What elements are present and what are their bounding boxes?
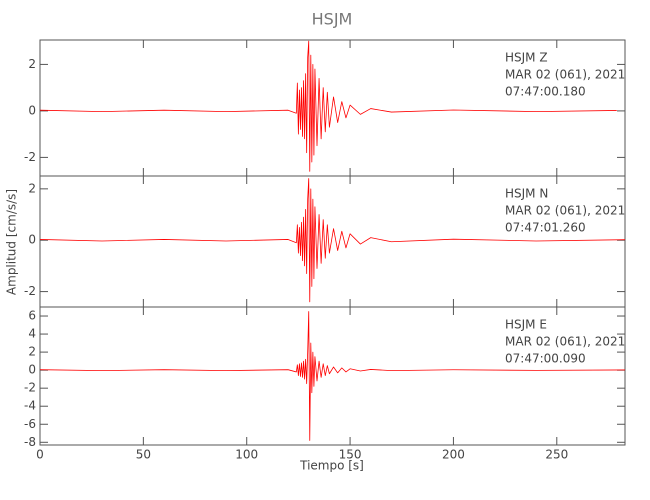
annotation: 07:47:00.180 [505, 85, 586, 99]
y-tick-label: 2 [28, 57, 36, 71]
y-tick-label: -4 [24, 399, 36, 413]
y-tick-label: -2 [24, 150, 36, 164]
annotation: 07:47:01.260 [505, 221, 586, 235]
x-tick-label: 200 [442, 448, 465, 462]
trace [39, 311, 626, 441]
x-tick-label: 50 [136, 448, 151, 462]
chart-title: HSJM [312, 10, 353, 29]
annotation: MAR 02 (061), 2021 [505, 335, 625, 349]
x-tick-label: 0 [36, 448, 44, 462]
y-tick-label: 0 [28, 363, 36, 377]
y-tick-label: -2 [24, 381, 36, 395]
x-axis-label: Tiempo [s] [299, 459, 364, 473]
annotation: MAR 02 (061), 2021 [505, 204, 625, 218]
y-tick-label: -2 [24, 284, 36, 298]
annotation: 07:47:00.090 [505, 352, 586, 366]
x-tick-label: 250 [545, 448, 568, 462]
annotation: HSJM E [505, 318, 547, 332]
x-tick-label: 100 [235, 448, 258, 462]
y-tick-label: 2 [28, 181, 36, 195]
y-tick-label: -6 [24, 417, 36, 431]
y-axis-label: Amplitud [cm/s/s] [5, 189, 19, 295]
y-tick-label: 2 [28, 345, 36, 359]
y-tick-label: 0 [28, 103, 36, 117]
y-tick-label: 0 [28, 233, 36, 247]
annotation: MAR 02 (061), 2021 [505, 68, 625, 82]
y-tick-label: 6 [28, 309, 36, 323]
annotation: HSJM N [505, 187, 548, 201]
y-tick-label: -8 [24, 435, 36, 449]
panel-frame [39, 306, 626, 446]
y-tick-label: 4 [28, 327, 36, 341]
annotation: HSJM Z [505, 51, 548, 65]
trace [39, 40, 617, 172]
x-tick-label: 150 [339, 448, 362, 462]
trace [39, 178, 626, 303]
